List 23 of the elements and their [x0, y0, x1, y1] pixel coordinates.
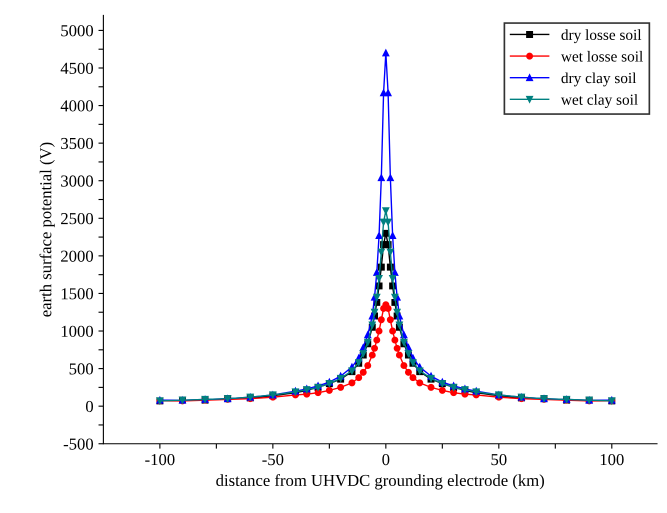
y-tick-label: 4500 [60, 62, 94, 74]
y-tick-label: 1500 [62, 288, 94, 300]
x-tick-label: 0 [382, 454, 390, 466]
y-tick-label: -500 [64, 438, 94, 450]
x-tick-label: 50 [491, 454, 507, 466]
legend-label: wet losse soil [560, 50, 643, 62]
legend-label: dry clay soil [561, 72, 636, 86]
x-tick-label: -100 [145, 454, 175, 466]
y-tick-label: 2500 [61, 212, 94, 224]
y-tick-label: 2000 [61, 250, 94, 262]
y-tick-label: 1000 [62, 326, 94, 337]
legend-label: dry losse soil [561, 29, 642, 44]
y-axis-title: earth surface potential (V) [39, 142, 55, 317]
y-tick-label: 5000 [61, 25, 94, 36]
legend-label: wet clay soil [560, 94, 638, 108]
y-tick-label: 0 [86, 400, 94, 412]
y-tick-label: 3000 [61, 175, 94, 187]
x-axis-title: distance from UHVDC grounding electrode (km) [216, 474, 544, 490]
y-tick-label: 4000 [60, 100, 94, 112]
x-tick-label: 100 [600, 454, 624, 466]
y-tick-label: 500 [70, 363, 94, 375]
x-tick-label: -50 [262, 454, 284, 466]
y-tick-label: 3500 [61, 138, 94, 150]
